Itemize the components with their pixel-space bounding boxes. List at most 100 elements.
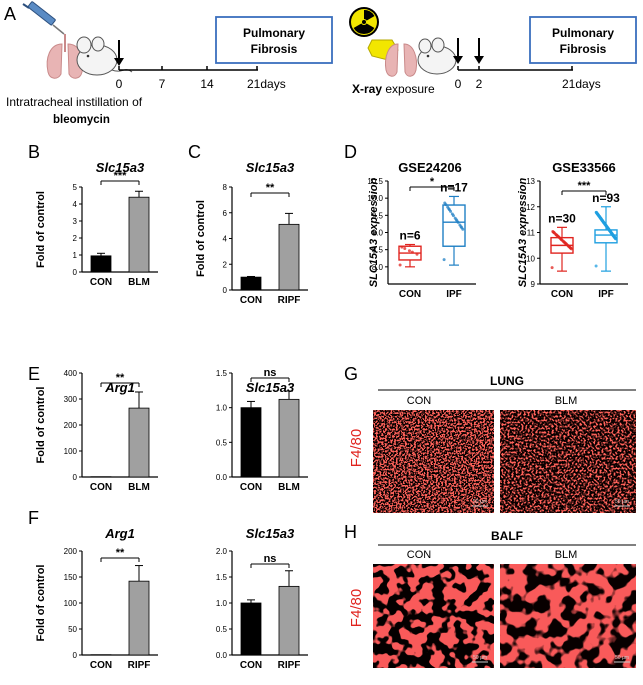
data-point xyxy=(415,252,419,256)
panel-letter-e: E xyxy=(28,364,40,384)
significance-label: ** xyxy=(116,372,125,384)
x-category-label: BLM xyxy=(128,277,150,288)
data-point xyxy=(597,214,601,218)
y-tick-label: 1.5 xyxy=(216,369,228,378)
y-tick-label: 8.5 xyxy=(372,246,384,255)
x-category-label: CON xyxy=(551,289,573,300)
x-category-label: RIPF xyxy=(278,295,301,306)
stain-label: F4/80 xyxy=(348,429,365,467)
panel-letter-d: D xyxy=(344,142,357,162)
y-tick-label: 150 xyxy=(64,573,78,582)
significance-label: ** xyxy=(116,547,125,559)
micrograph-col-con: CON xyxy=(407,395,432,407)
y-tick-label: 0 xyxy=(73,651,78,660)
data-point xyxy=(611,233,615,237)
y-tick-label: 4 xyxy=(73,200,78,209)
y-tick-label: 50 xyxy=(68,625,77,634)
outcome-right-line2: Fibrosis xyxy=(560,42,607,56)
bar xyxy=(278,398,300,478)
chart-c: Slc15a3 Fold of control 0 2 4 6 8 CON RIPF ** xyxy=(195,160,308,306)
timeline-right-day-2: 2 xyxy=(476,77,483,91)
panel-letter-h: H xyxy=(344,522,357,542)
chart-title: Arg1 xyxy=(104,526,135,541)
y-tick-label: 10 xyxy=(526,254,535,263)
data-point xyxy=(559,237,563,241)
data-point xyxy=(568,246,572,250)
sample-size-label: n=30 xyxy=(548,211,576,225)
bar xyxy=(278,585,300,656)
data-point xyxy=(606,227,610,231)
data-point xyxy=(398,263,402,267)
micrograph-panel-h: BALF CON BLM F4/80 50 µm 50 µm xyxy=(348,529,636,668)
timeline-right-day-21: 21days xyxy=(562,77,601,91)
mouse-icon-right xyxy=(417,37,457,75)
data-point xyxy=(455,219,459,223)
y-tick-label: 2 xyxy=(223,260,228,269)
significance-label: *** xyxy=(114,170,128,182)
y-tick-label: 2 xyxy=(73,234,78,243)
y-axis-label: Fold of control xyxy=(35,565,47,642)
bar xyxy=(240,276,262,291)
y-tick-label: 9.5 xyxy=(372,211,384,220)
y-tick-label: 1.5 xyxy=(216,573,228,582)
x-category-label: IPF xyxy=(598,289,614,300)
box xyxy=(442,204,466,247)
timeline-day-0: 0 xyxy=(116,77,123,91)
data-point xyxy=(609,231,613,235)
chart-title: Slc15a3 xyxy=(96,160,145,175)
y-axis-label: SLC15A3 expression xyxy=(368,178,380,288)
data-point xyxy=(446,205,450,209)
y-tick-label: 3 xyxy=(73,217,78,226)
y-tick-label: 0.5 xyxy=(216,625,228,634)
timeline-day-7: 7 xyxy=(159,77,166,91)
scale-label: 50 µm xyxy=(615,655,629,661)
outcome-line2: Fibrosis xyxy=(251,42,298,56)
box xyxy=(594,229,618,244)
y-axis-label: Fold of control xyxy=(35,387,47,464)
y-tick-label: 0 xyxy=(73,268,78,277)
scale-label: 50 µm xyxy=(615,499,629,505)
y-tick-label: 200 xyxy=(64,547,78,556)
outcome-box-right xyxy=(529,16,637,64)
x-category-label: CON xyxy=(240,660,262,671)
data-point xyxy=(453,216,457,220)
bar xyxy=(90,255,112,273)
timeline-day-21: 21days xyxy=(247,77,286,91)
outcome-line1: Pulmonary xyxy=(243,26,305,40)
y-tick-label: 8 xyxy=(223,183,228,192)
x-category-label: CON xyxy=(90,660,112,671)
data-point xyxy=(447,208,451,212)
data-point xyxy=(443,201,447,205)
bar xyxy=(128,580,150,656)
y-axis-label: Fold of control xyxy=(195,200,207,277)
timeline-day-14: 14 xyxy=(200,77,214,91)
mouse-icon xyxy=(76,36,133,76)
y-tick-label: 0.0 xyxy=(216,473,228,482)
data-point xyxy=(458,223,462,227)
chart-title: Slc15a3 xyxy=(246,380,295,395)
chart-f2: Slc15a3 0.0 0.5 1.0 1.5 2.0 CON RIPF ns xyxy=(216,526,308,671)
outcome-box xyxy=(215,16,333,64)
y-tick-label: 9.0 xyxy=(372,229,384,238)
scheme-left: 0 7 14 21days Pulmonary Fibrosis Intratr… xyxy=(6,1,333,126)
x-category-label: IPF xyxy=(446,289,462,300)
y-tick-label: 12 xyxy=(526,203,535,212)
y-tick-label: 1.0 xyxy=(216,404,228,413)
bar xyxy=(128,196,150,273)
y-tick-label: 9 xyxy=(531,280,536,289)
y-tick-label: 10.0 xyxy=(367,194,383,203)
y-tick-label: 11 xyxy=(527,229,536,238)
y-tick-label: 0 xyxy=(223,286,228,295)
data-point xyxy=(594,210,598,214)
y-tick-label: 100 xyxy=(64,447,78,456)
x-category-label: CON xyxy=(240,482,262,493)
bar xyxy=(128,407,150,478)
y-tick-label: 300 xyxy=(64,395,78,404)
panel-letter-g: G xyxy=(344,364,358,384)
data-point xyxy=(407,249,411,253)
panel-letter-c: C xyxy=(188,142,201,162)
radiation-icon xyxy=(349,7,379,37)
chart-b: Slc15a3 Fold of control 0 1 2 3 4 5 CON BLM *** xyxy=(35,160,158,288)
xray-caption-rest: exposure xyxy=(382,82,435,96)
panel-letter-a: A xyxy=(4,4,16,24)
